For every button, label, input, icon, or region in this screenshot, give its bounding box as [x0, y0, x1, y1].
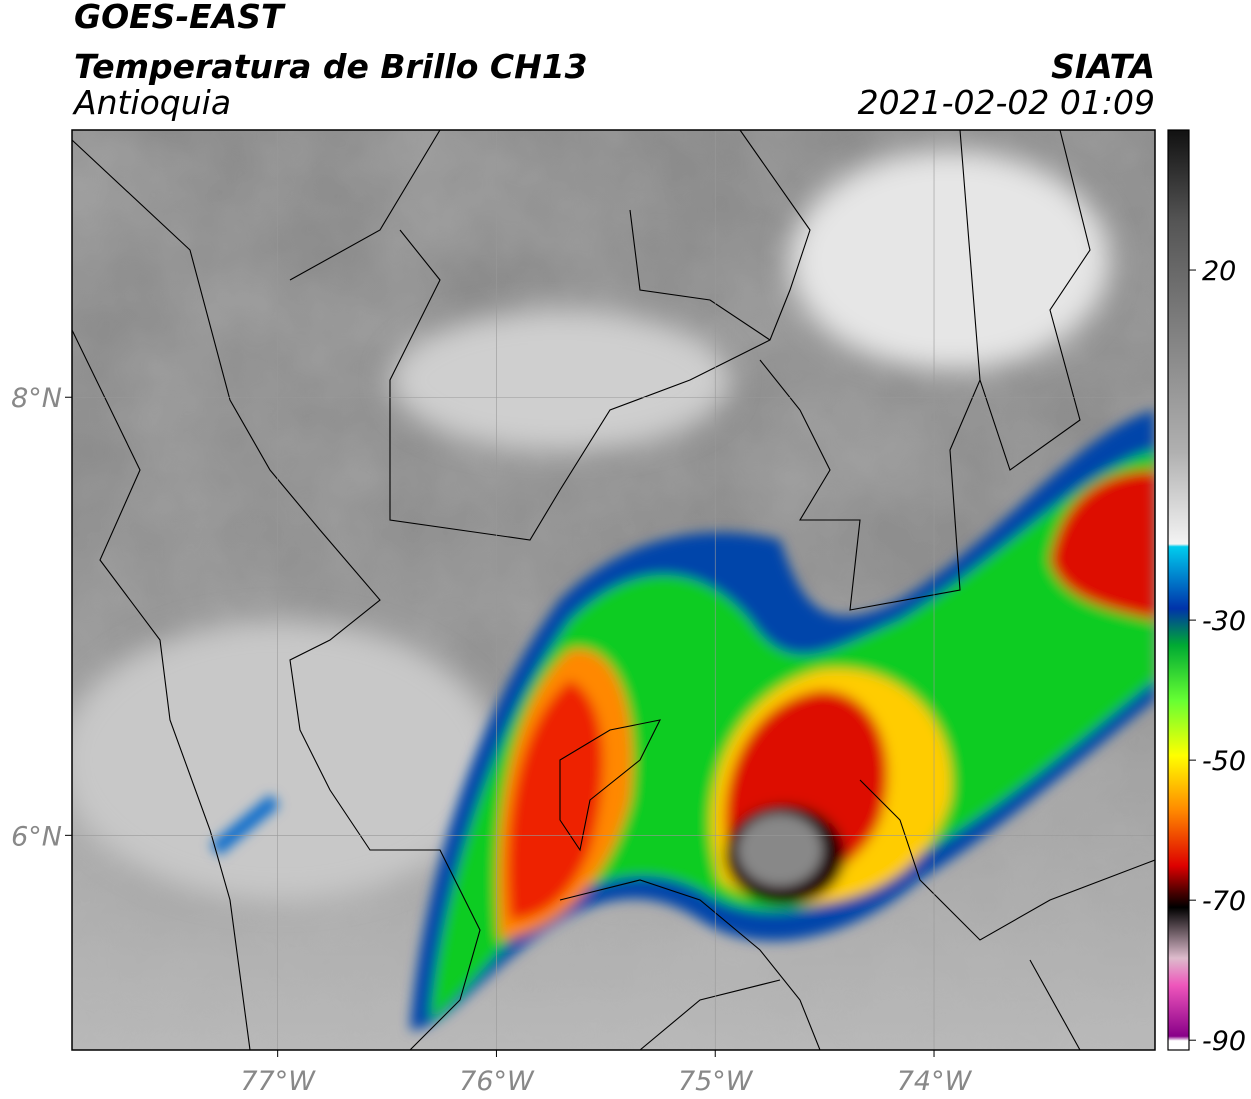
- satellite-image: [72, 130, 1155, 1050]
- colorbar-label: -50: [1202, 746, 1246, 777]
- colorbar-label: -70: [1202, 886, 1246, 917]
- colorbar-label: 20: [1202, 256, 1236, 287]
- colorbar-label: -30: [1202, 606, 1246, 637]
- title: GOES-EAST: [74, 0, 286, 36]
- subtitle: Temperatura de Brillo CH13: [74, 47, 588, 86]
- y-tick-label: 8°N: [11, 383, 62, 414]
- x-tick-label: 74°W: [897, 1066, 973, 1097]
- map-frame: [71, 129, 1156, 1051]
- x-tick-label: 76°W: [459, 1066, 535, 1097]
- datetime: 2021-02-02 01:09: [858, 83, 1155, 122]
- x-tick-label: 77°W: [240, 1066, 316, 1097]
- colorbar: [1167, 129, 1190, 1051]
- source: SIATA: [1051, 47, 1155, 86]
- borders: [72, 130, 1155, 1050]
- region: Antioquia: [72, 83, 231, 122]
- colorbar-label: -90: [1202, 1026, 1246, 1057]
- x-tick-label: 75°W: [678, 1066, 754, 1097]
- y-tick-label: 6°N: [11, 821, 62, 852]
